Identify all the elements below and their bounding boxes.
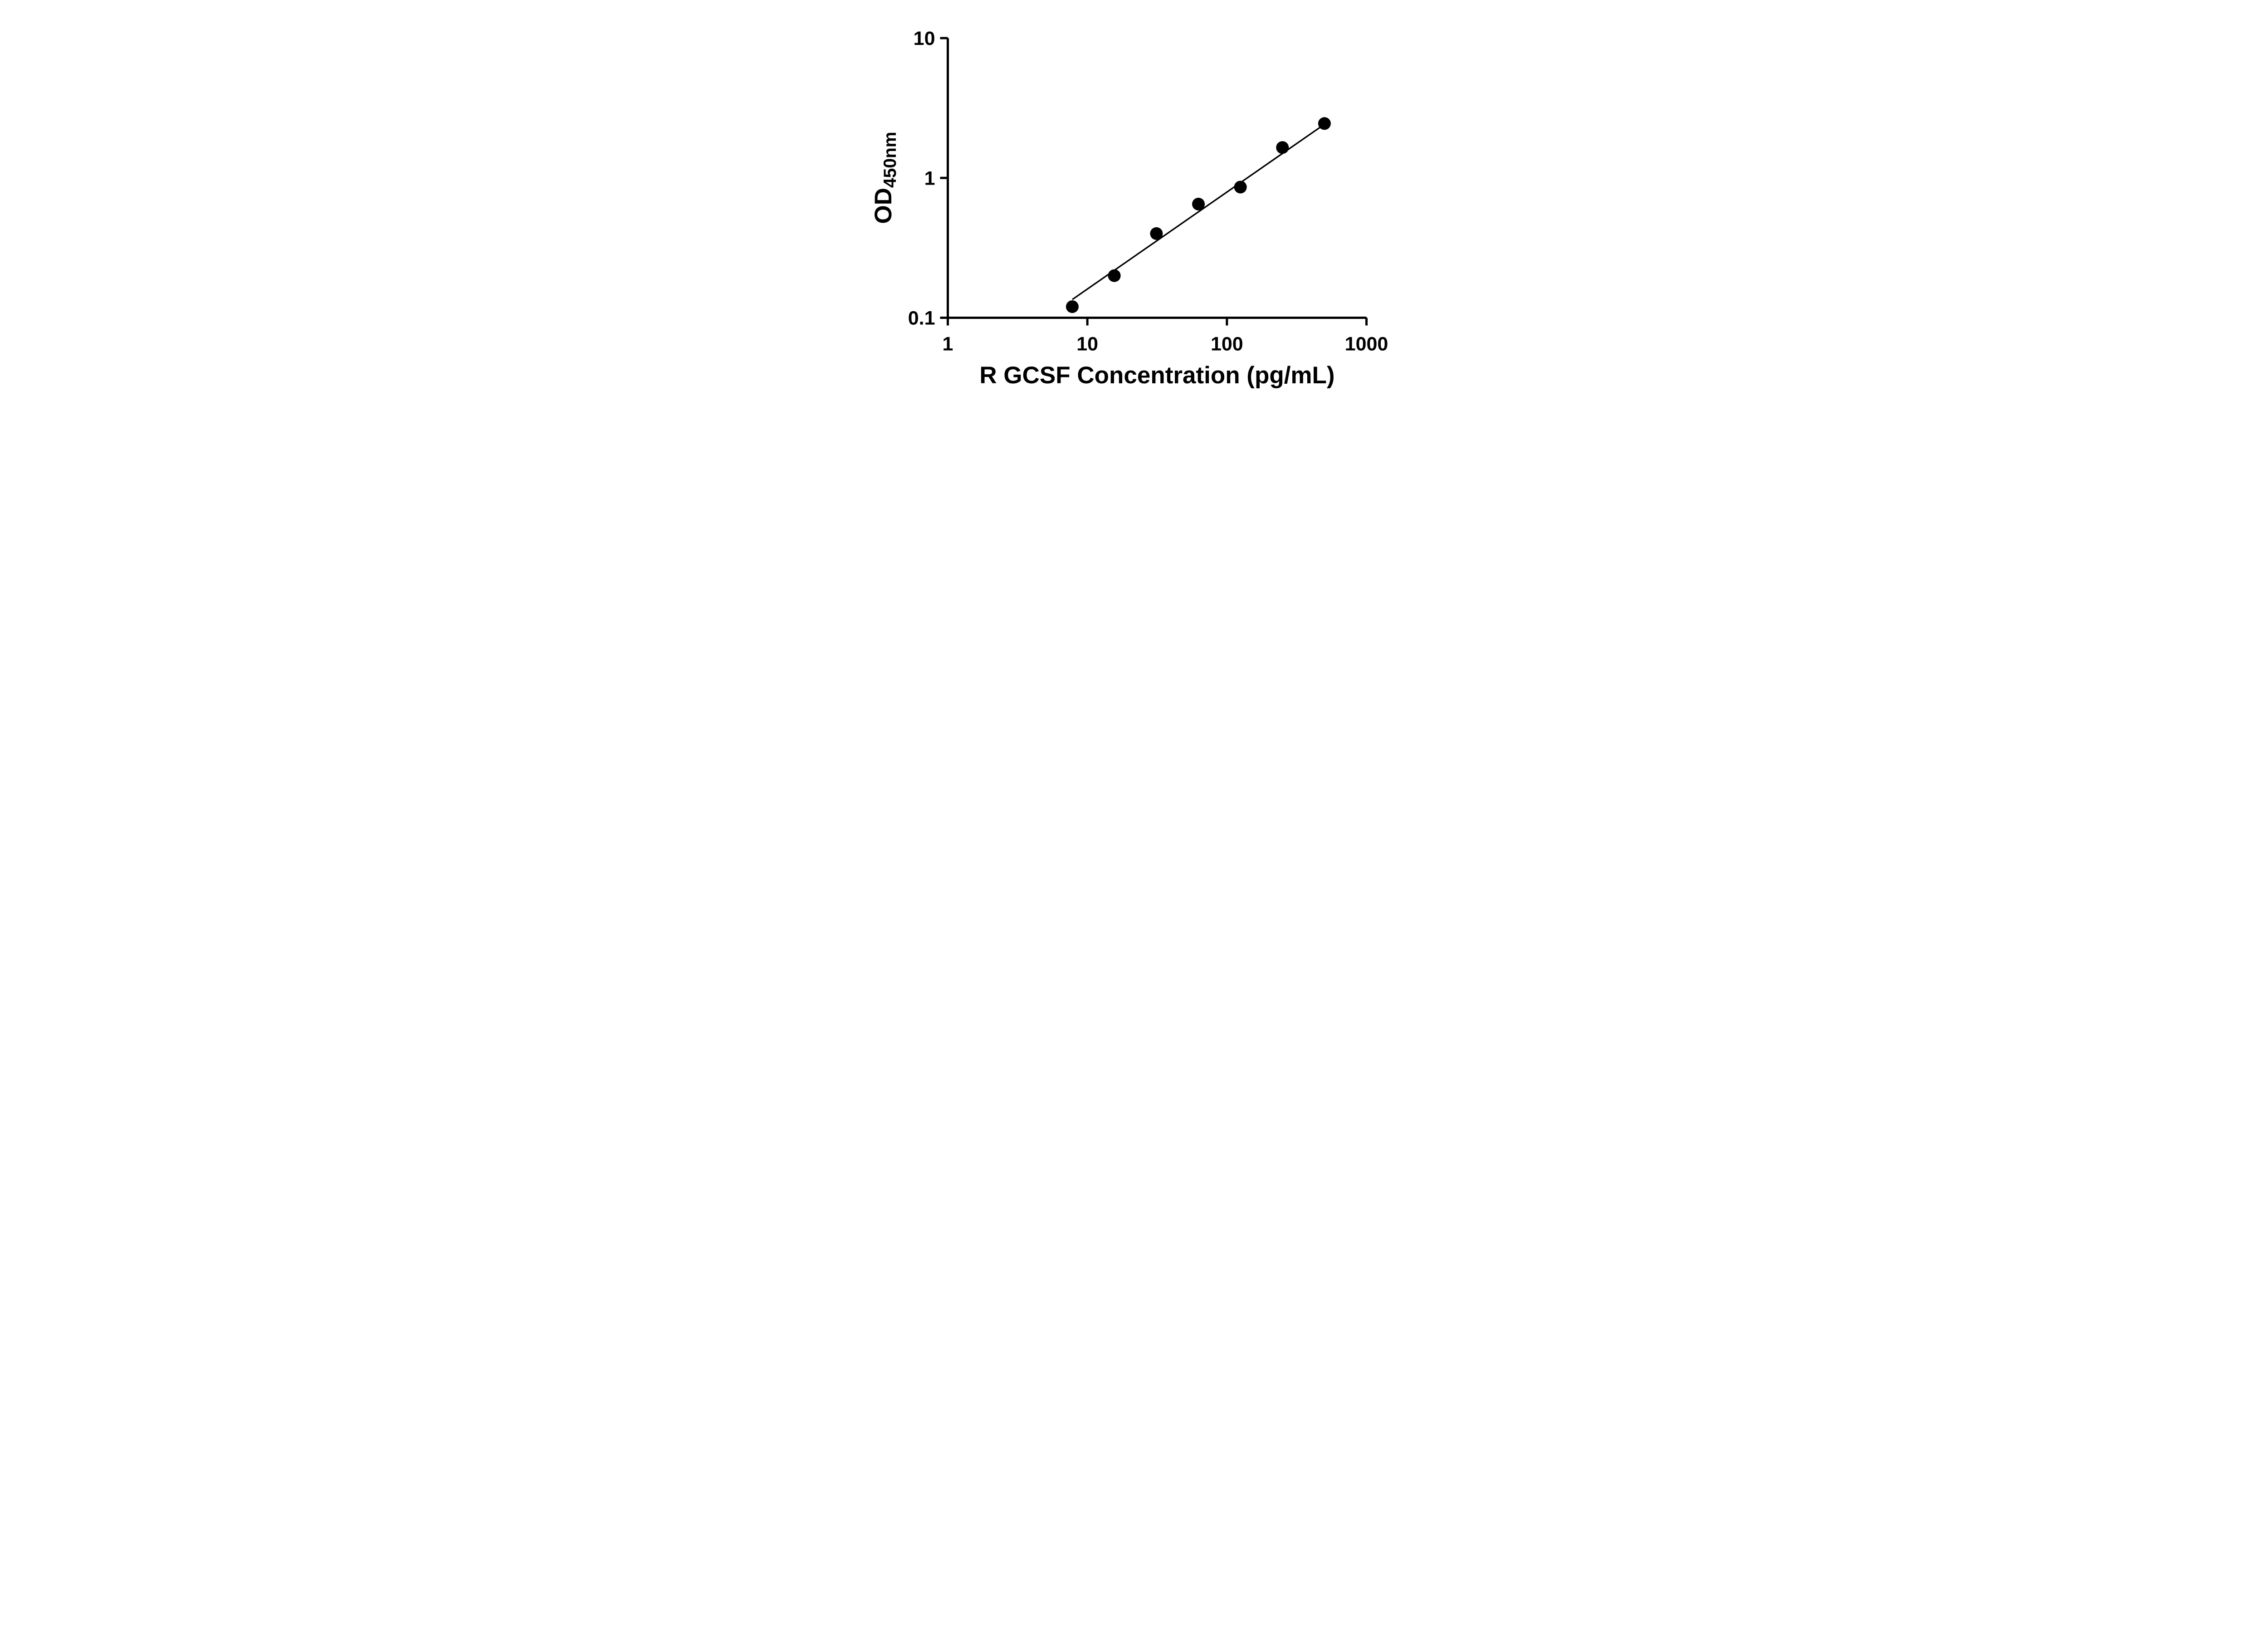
y-axis-tick-label: 1 xyxy=(924,167,935,189)
y-axis-title: OD450nm xyxy=(870,132,900,224)
x-axis-tick-label: 100 xyxy=(1211,333,1243,355)
data-point xyxy=(1066,300,1079,313)
data-point xyxy=(1150,227,1163,240)
data-point xyxy=(1276,141,1289,154)
chart-container: 0.1 1 10 1 10 100 1000 R GCSF Concentration (pg… xyxy=(848,0,1420,408)
data-point xyxy=(1318,117,1331,130)
axis-lines xyxy=(947,38,1367,319)
x-axis-tick-label: 10 xyxy=(1076,333,1098,355)
data-point xyxy=(1192,197,1205,210)
standard-curve-plot: 0.1 1 10 1 10 100 1000 R GCSF Concentration (pg… xyxy=(848,0,1420,408)
data-point xyxy=(1234,181,1247,194)
x-axis-title: R GCSF Concentration (pg/mL) xyxy=(979,362,1334,389)
x-axis-tick-label: 1000 xyxy=(1345,333,1388,355)
x-axis-tick-label: 1 xyxy=(943,333,953,355)
data-point xyxy=(1108,269,1121,282)
y-axis-tick-label: 0.1 xyxy=(908,308,935,329)
y-axis-tick-label: 10 xyxy=(914,28,935,49)
